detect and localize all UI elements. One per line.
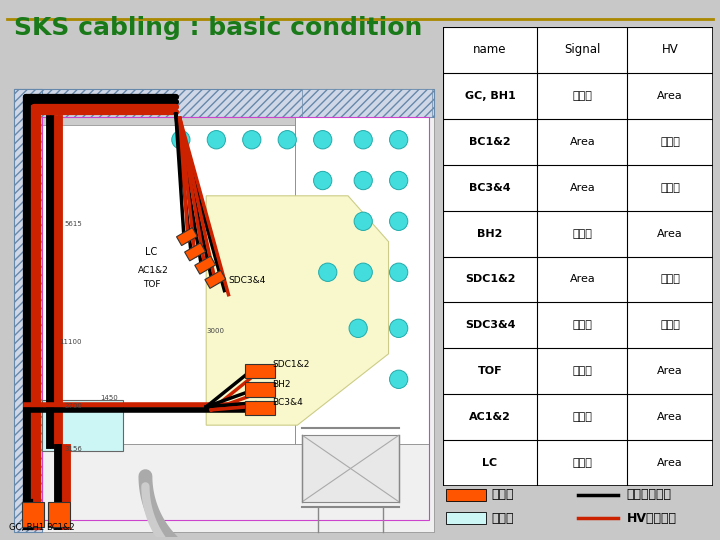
Text: TOF: TOF — [478, 366, 503, 376]
Text: 2700: 2700 — [64, 403, 82, 409]
Text: Area: Area — [657, 366, 683, 376]
Bar — [14, 89, 42, 532]
Bar — [42, 117, 295, 443]
Circle shape — [390, 370, 408, 388]
Text: BH2: BH2 — [272, 380, 291, 389]
Text: 計測室: 計測室 — [572, 412, 593, 422]
Text: BC1&2: BC1&2 — [469, 137, 511, 147]
Text: 検出器: 検出器 — [491, 489, 514, 502]
Text: BH2: BH2 — [477, 228, 503, 239]
Text: 5615: 5615 — [64, 221, 82, 227]
Text: 3000: 3000 — [206, 328, 224, 334]
Bar — [205, 271, 226, 288]
Text: HVケーブル: HVケーブル — [626, 511, 676, 524]
Text: 計測室: 計測室 — [572, 320, 593, 330]
Circle shape — [278, 131, 297, 149]
Circle shape — [172, 131, 190, 149]
Bar — [48, 502, 71, 527]
Text: SDC1&2: SDC1&2 — [272, 360, 310, 368]
Circle shape — [390, 171, 408, 190]
Circle shape — [390, 212, 408, 231]
Bar — [245, 364, 275, 379]
Circle shape — [207, 131, 225, 149]
Bar — [42, 117, 429, 520]
Bar — [42, 400, 123, 451]
Bar — [22, 502, 44, 527]
Text: AC1&2: AC1&2 — [138, 266, 169, 275]
Bar — [184, 243, 205, 261]
Bar — [176, 227, 197, 246]
Text: 1450: 1450 — [100, 395, 117, 401]
Circle shape — [354, 131, 372, 149]
Text: TOF: TOF — [143, 280, 161, 289]
Bar — [14, 89, 434, 532]
Text: SKS cabling : basic condition: SKS cabling : basic condition — [14, 16, 423, 40]
Text: 計測室: 計測室 — [660, 137, 680, 147]
Text: HV: HV — [662, 43, 678, 57]
Text: GC, BH1: GC, BH1 — [9, 523, 44, 531]
Text: BC3&4: BC3&4 — [272, 398, 303, 407]
Text: 計測室: 計測室 — [572, 91, 593, 101]
Text: 計測室: 計測室 — [572, 366, 593, 376]
Text: Area: Area — [657, 228, 683, 239]
Circle shape — [319, 263, 337, 281]
Text: BC3&4: BC3&4 — [469, 183, 511, 193]
Text: Area: Area — [657, 91, 683, 101]
Text: 3156: 3156 — [64, 446, 82, 451]
Bar — [446, 489, 486, 501]
Bar — [42, 117, 295, 125]
Text: SDC1&2: SDC1&2 — [465, 274, 516, 285]
Circle shape — [354, 171, 372, 190]
Bar — [245, 401, 275, 415]
Bar — [302, 89, 432, 117]
Text: SDC3&4: SDC3&4 — [228, 276, 266, 285]
Text: Area: Area — [570, 137, 595, 147]
Circle shape — [390, 131, 408, 149]
Polygon shape — [206, 196, 389, 425]
Bar — [302, 435, 399, 502]
Bar — [446, 512, 486, 524]
Text: 計測室: 計測室 — [660, 320, 680, 330]
Circle shape — [354, 212, 372, 231]
Text: 11100: 11100 — [59, 339, 82, 345]
Text: Area: Area — [570, 274, 595, 285]
Text: 計測室: 計測室 — [572, 228, 593, 239]
Text: LC: LC — [145, 247, 158, 257]
Circle shape — [314, 131, 332, 149]
Circle shape — [243, 131, 261, 149]
Text: 計測室: 計測室 — [660, 183, 680, 193]
Text: 計測室: 計測室 — [572, 458, 593, 468]
Circle shape — [390, 263, 408, 281]
Text: Area: Area — [657, 412, 683, 422]
Text: 信号ケーブル: 信号ケーブル — [626, 489, 671, 502]
Text: 計測室: 計測室 — [660, 274, 680, 285]
Text: GC, BH1: GC, BH1 — [464, 91, 516, 101]
Text: Area: Area — [657, 458, 683, 468]
Text: name: name — [473, 43, 507, 57]
Text: Signal: Signal — [564, 43, 600, 57]
Text: AC1&2: AC1&2 — [469, 412, 511, 422]
Circle shape — [349, 319, 367, 338]
Circle shape — [354, 263, 372, 281]
Bar — [245, 382, 275, 396]
Circle shape — [390, 319, 408, 338]
Circle shape — [314, 171, 332, 190]
Text: BC1&2: BC1&2 — [46, 523, 75, 531]
Text: LC: LC — [482, 458, 498, 468]
Bar — [195, 256, 215, 274]
Text: Area: Area — [570, 183, 595, 193]
Text: SDC3&4: SDC3&4 — [465, 320, 516, 330]
Bar — [14, 89, 434, 117]
Text: ラック: ラック — [491, 511, 514, 524]
Bar — [295, 117, 429, 443]
